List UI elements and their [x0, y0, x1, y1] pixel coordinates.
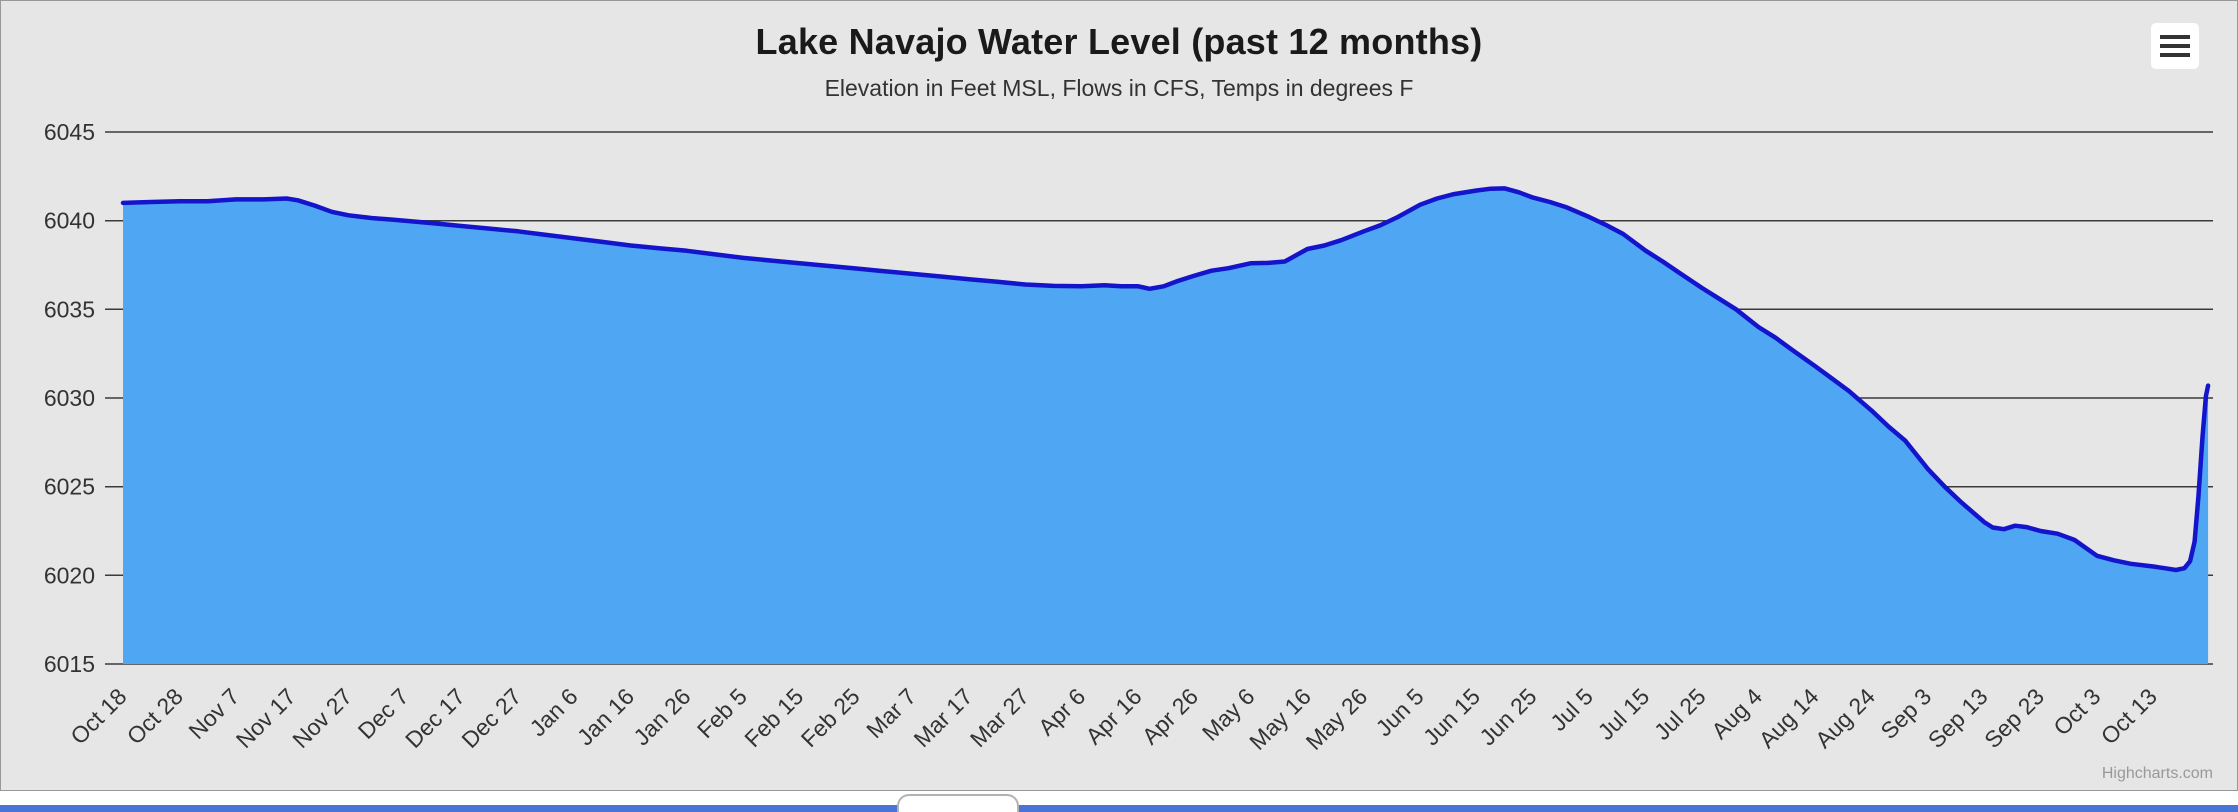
x-axis-label: Sep 13 [1923, 683, 1993, 753]
x-axis-label: Mar 27 [965, 683, 1034, 752]
y-axis-label: 6015 [44, 651, 95, 677]
lake-navajo-water-level-chart: 6015 6020 6025 6030 6035 6040 6045 Oct 18 Oct 28… [0, 0, 2238, 791]
x-axis-label: Jun 15 [1418, 683, 1485, 750]
x-axis-label: May 26 [1301, 683, 1373, 755]
x-axis-label: Aug 24 [1810, 683, 1880, 753]
hamburger-bar [2160, 44, 2190, 48]
export-menu-button[interactable] [2151, 23, 2199, 69]
x-axis-label: Jun 25 [1474, 683, 1541, 750]
x-axis-label: Jul 15 [1593, 683, 1655, 745]
x-axis-label: Jan 16 [572, 683, 639, 750]
y-axis-labels: 6015 6020 6025 6030 6035 6040 6045 [44, 119, 95, 677]
x-axis-label: Nov 27 [287, 683, 357, 753]
y-axis-label: 6035 [44, 296, 95, 322]
y-axis-label: 6040 [44, 208, 95, 234]
y-axis-label: 6025 [44, 474, 95, 500]
water-level-area-series[interactable] [123, 188, 2209, 664]
hamburger-menu-icon [2160, 35, 2190, 57]
water-level-line-series[interactable] [120, 186, 2211, 573]
x-axis-label: Jul 25 [1649, 683, 1711, 745]
x-axis-label: Feb 15 [739, 683, 808, 752]
x-axis-label: Oct 28 [122, 683, 188, 749]
x-axis-label: Aug 14 [1754, 683, 1824, 753]
x-axis-label: Oct 13 [2096, 683, 2162, 749]
y-axis-label: 6045 [44, 119, 95, 145]
x-axis-label: Mar 17 [909, 683, 978, 752]
x-axis-label: Apr 26 [1137, 683, 1203, 749]
bottom-blue-strip [0, 805, 2238, 812]
x-axis-label: Dec 27 [456, 683, 526, 753]
x-axis-label: Apr 16 [1080, 683, 1146, 749]
hamburger-bar [2160, 35, 2190, 39]
x-axis-label: Feb 25 [796, 683, 865, 752]
y-axis-label: 6020 [44, 562, 95, 588]
x-axis-label: Sep 23 [1979, 683, 2049, 753]
partial-button-cutoff[interactable] [897, 794, 1019, 812]
hamburger-bar [2160, 53, 2190, 57]
x-axis-label: May 16 [1244, 683, 1316, 755]
page-area-below-chart [0, 791, 2238, 812]
highcharts-credit-link[interactable]: Highcharts.com [2101, 765, 2213, 782]
chart-title: Lake Navajo Water Level (past 12 months) [755, 21, 1483, 62]
x-axis-label: Jan 26 [628, 683, 695, 750]
x-axis-label: Nov 17 [231, 683, 301, 753]
x-axis-label: Jul 5 [1545, 683, 1598, 736]
x-axis-label: Oct 18 [65, 683, 131, 749]
y-axis-label: 6030 [44, 385, 95, 411]
x-axis-label: Dec 17 [400, 683, 470, 753]
chart-subtitle: Elevation in Feet MSL, Flows in CFS, Tem… [824, 75, 1414, 101]
